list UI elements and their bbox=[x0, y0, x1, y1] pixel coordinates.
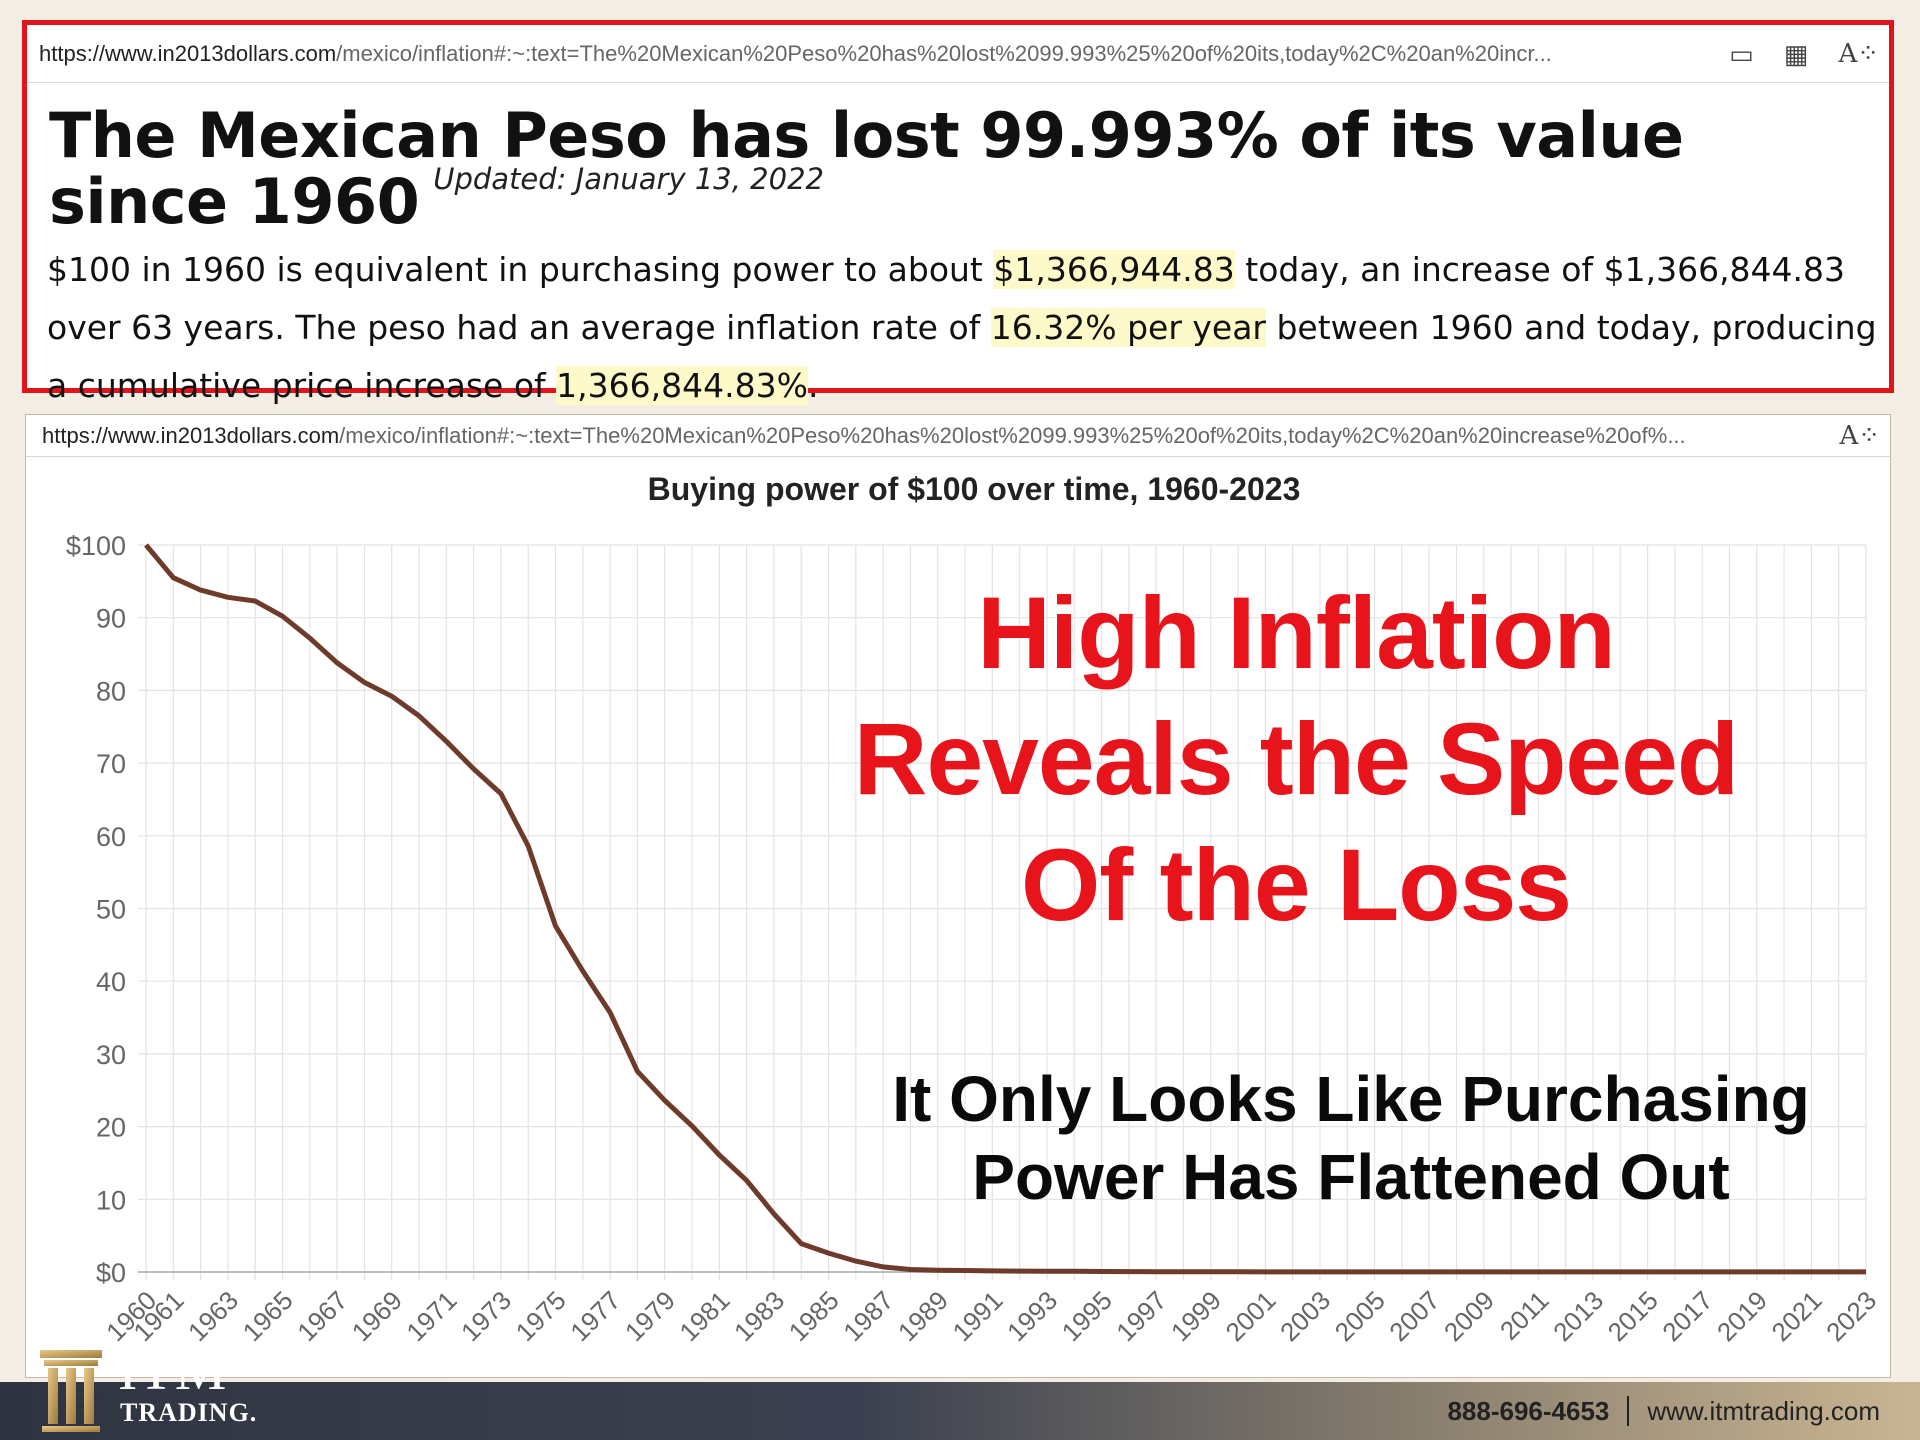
x-tick-label: 2013 bbox=[1547, 1285, 1609, 1347]
footer-bar bbox=[0, 1382, 1920, 1440]
y-tick-label: 20 bbox=[96, 1113, 126, 1143]
y-tick-label: $0 bbox=[96, 1258, 126, 1288]
address-bar-icons: ▭ ▦ A⁘ bbox=[1729, 25, 1879, 82]
x-tick-label: 2011 bbox=[1494, 1285, 1555, 1346]
buying-power-line bbox=[144, 543, 1866, 1275]
x-tick-label: 1973 bbox=[455, 1285, 517, 1347]
page-headline: The Mexican Peso has lost 99.993% of its… bbox=[49, 103, 1879, 246]
summary-text-2: today, an increase of $1,366,844.83 over… bbox=[47, 250, 1846, 347]
x-tick-label: 1975 bbox=[510, 1285, 572, 1347]
tablet-icon[interactable]: ▭ bbox=[1729, 38, 1754, 69]
inflation-rate-highlight: 16.32% per year bbox=[990, 308, 1266, 347]
overlay-heading-line-1: High Inflation bbox=[977, 576, 1616, 690]
x-tick-label: 2023 bbox=[1820, 1285, 1882, 1347]
x-tick-label: 1985 bbox=[783, 1285, 845, 1347]
y-tick-label: 40 bbox=[96, 967, 126, 997]
x-tick-label: 2015 bbox=[1602, 1285, 1664, 1347]
x-tick-label: 2005 bbox=[1329, 1285, 1391, 1347]
url-host: https://www.in2013dollars.com bbox=[39, 40, 337, 66]
y-tick-label: 50 bbox=[96, 895, 126, 925]
website-link[interactable]: www.itmtrading.com bbox=[1647, 1395, 1880, 1426]
x-tick-label: 1995 bbox=[1056, 1285, 1118, 1347]
x-tick-label: 1977 bbox=[564, 1285, 626, 1347]
y-tick-label: 80 bbox=[96, 676, 126, 706]
x-tick-label: 1999 bbox=[1165, 1285, 1227, 1347]
x-tick-label: 1997 bbox=[1110, 1285, 1172, 1347]
phone-number[interactable]: 888-696-4653 bbox=[1447, 1395, 1610, 1426]
x-tick-label: 2019 bbox=[1711, 1285, 1773, 1347]
cumulative-increase-highlight: 1,366,844.83% bbox=[556, 366, 808, 405]
overlay-sub-line-2: Power Has Flattened Out bbox=[972, 1141, 1730, 1213]
overlay-heading: High Inflation Reveals the Speed Of the … bbox=[766, 570, 1826, 948]
qr-icon[interactable]: ▦ bbox=[1783, 38, 1809, 69]
x-tick-label: 1993 bbox=[1001, 1285, 1063, 1347]
buying-power-chart: Buying power of $100 over time, 1960-202… bbox=[66, 471, 1882, 1347]
logo-trading-text: TRADING. bbox=[120, 1398, 258, 1427]
x-tick-label: 1965 bbox=[237, 1285, 299, 1347]
x-tick-label: 2017 bbox=[1656, 1285, 1718, 1347]
address-bar[interactable]: https://www.in2013dollars.com/mexico/inf… bbox=[27, 25, 1889, 83]
overlay-sub-line-1: It Only Looks Like Purchasing bbox=[892, 1063, 1810, 1135]
x-tick-label: 1983 bbox=[728, 1285, 790, 1347]
x-tick-label: 2001 bbox=[1219, 1285, 1281, 1347]
chart-title: Buying power of $100 over time, 1960-202… bbox=[648, 471, 1301, 507]
chart-url-host: https://www.in2013dollars.com bbox=[42, 422, 340, 448]
logo-itm-text: ITM bbox=[118, 1337, 228, 1402]
itm-trading-logo[interactable]: ITM TRADING. bbox=[36, 1340, 266, 1440]
updated-date: Updated: January 13, 2022 bbox=[433, 162, 824, 196]
x-tick-label: 1969 bbox=[346, 1285, 408, 1347]
y-tick-label: 10 bbox=[96, 1185, 126, 1215]
x-tick-label: 2009 bbox=[1438, 1285, 1500, 1347]
y-tick-label: $100 bbox=[66, 531, 126, 561]
y-tick-label: 60 bbox=[96, 822, 126, 852]
summary-paragraph: $100 in 1960 is equivalent in purchasing… bbox=[47, 241, 1887, 415]
chart-address-bar[interactable]: https://www.in2013dollars.com/mexico/inf… bbox=[26, 415, 1890, 457]
pillar-icon bbox=[40, 1350, 102, 1432]
x-tick-label: 1991 bbox=[946, 1285, 1008, 1347]
url-path: /mexico/inflation#:~:text=The%20Mexican%… bbox=[336, 40, 1552, 66]
x-tick-label: 1967 bbox=[291, 1285, 353, 1347]
x-tick-label: 1981 bbox=[673, 1285, 735, 1347]
x-axis-ticks: 1960196119631965196719691971197319751977… bbox=[100, 1285, 1882, 1347]
equivalent-value-highlight: $1,366,944.83 bbox=[993, 250, 1235, 289]
summary-text-1: $100 in 1960 is equivalent in purchasing… bbox=[47, 250, 994, 289]
summary-text-4: . bbox=[807, 366, 819, 405]
x-tick-label: 1989 bbox=[892, 1285, 954, 1347]
y-tick-label: 90 bbox=[96, 604, 126, 634]
overlay-heading-line-2: Reveals the Speed bbox=[853, 702, 1739, 816]
overlay-subheading: It Only Looks Like Purchasing Power Has … bbox=[836, 1060, 1866, 1216]
x-tick-label: 2021 bbox=[1766, 1285, 1828, 1347]
read-aloud-icon[interactable]: A⁘ bbox=[1839, 421, 1880, 451]
y-tick-label: 70 bbox=[96, 749, 126, 779]
x-tick-label: 2007 bbox=[1383, 1285, 1445, 1347]
x-tick-label: 1987 bbox=[837, 1285, 899, 1347]
x-tick-label: 1979 bbox=[619, 1285, 681, 1347]
chart-panel: https://www.in2013dollars.com/mexico/inf… bbox=[25, 414, 1891, 1378]
headline-text: The Mexican Peso has lost 99.993% of its… bbox=[49, 99, 1684, 238]
overlay-heading-line-3: Of the Loss bbox=[1020, 828, 1572, 942]
x-tick-label: 1971 bbox=[400, 1285, 462, 1347]
inflation-summary-panel: https://www.in2013dollars.com/mexico/inf… bbox=[22, 20, 1894, 405]
y-axis-ticks: $0 10 20 30 40 50 60 70 80 90 $100 bbox=[66, 531, 126, 1288]
read-aloud-icon[interactable]: A⁘ bbox=[1838, 39, 1879, 69]
contact-info: 888-696-4653 www.itmtrading.com bbox=[1447, 1382, 1880, 1440]
x-tick-label: 2003 bbox=[1274, 1285, 1336, 1347]
summary-text-3: between 1960 and today, producing a cumu… bbox=[47, 308, 1877, 405]
contact-divider bbox=[1627, 1396, 1630, 1426]
y-tick-label: 30 bbox=[96, 1040, 126, 1070]
chart-url-path: /mexico/inflation#:~:text=The%20Mexican%… bbox=[339, 422, 1686, 448]
chart-address-bar-icons: A⁘ bbox=[1839, 415, 1880, 456]
